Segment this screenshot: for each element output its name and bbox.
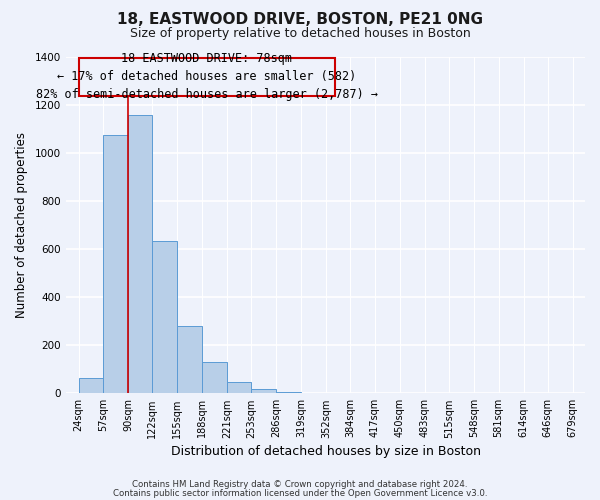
Bar (251, 388, 276, 394)
Bar (178, 326, 202, 394)
Bar (152, 240, 178, 394)
Text: Contains public sector information licensed under the Open Government Licence v3: Contains public sector information licen… (113, 488, 487, 498)
Bar (79, 378, 103, 394)
X-axis label: Distribution of detached houses by size in Boston: Distribution of detached houses by size … (170, 444, 481, 458)
Bar (103, 134, 128, 394)
Text: 18, EASTWOOD DRIVE, BOSTON, PE21 0NG: 18, EASTWOOD DRIVE, BOSTON, PE21 0NG (117, 12, 483, 28)
FancyBboxPatch shape (79, 58, 335, 96)
Bar (276, 392, 301, 394)
Text: Contains HM Land Registry data © Crown copyright and database right 2024.: Contains HM Land Registry data © Crown c… (132, 480, 468, 489)
Text: Size of property relative to detached houses in Boston: Size of property relative to detached ho… (130, 28, 470, 40)
Bar (202, 362, 227, 394)
Text: 18 EASTWOOD DRIVE: 78sqm
← 17% of detached houses are smaller (582)
82% of semi-: 18 EASTWOOD DRIVE: 78sqm ← 17% of detach… (36, 52, 378, 102)
Bar (128, 116, 152, 394)
Y-axis label: Number of detached properties: Number of detached properties (15, 132, 28, 318)
Bar (227, 382, 251, 394)
